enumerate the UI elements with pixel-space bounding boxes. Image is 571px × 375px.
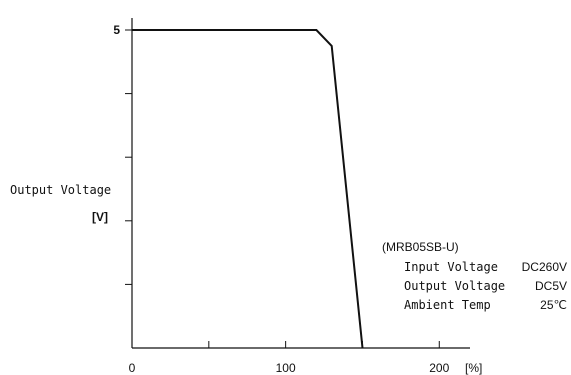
input-voltage-label: Input Voltage	[404, 260, 498, 274]
x-tick-label: 200	[429, 361, 449, 375]
y-axis-label: Output Voltage	[10, 183, 111, 197]
axes	[131, 18, 470, 349]
output-voltage-label: Output Voltage	[404, 279, 505, 293]
labels: Output Voltage [V] [%]	[10, 183, 482, 375]
output-voltage-curve	[132, 29, 364, 349]
y-axis-unit-label: [V]	[92, 210, 108, 224]
y-tick-label: 5	[113, 23, 120, 37]
x-tick-label: 100	[276, 361, 296, 375]
ambient-temp-value: 25℃	[540, 298, 567, 312]
ambient-temp-label: Ambient Temp	[404, 298, 491, 312]
x-axis-unit-label: [%]	[465, 361, 482, 375]
input-voltage-value: DC260V	[522, 260, 567, 274]
ticks: 5 0 100 200	[113, 23, 449, 375]
series-layer	[132, 29, 364, 349]
condition-annotation: (MRB05SB-U) Input Voltage DC260V Output …	[382, 240, 567, 312]
x-tick-label: 0	[129, 361, 136, 375]
model-label: (MRB05SB-U)	[382, 240, 459, 254]
output-voltage-value: DC5V	[535, 279, 567, 293]
